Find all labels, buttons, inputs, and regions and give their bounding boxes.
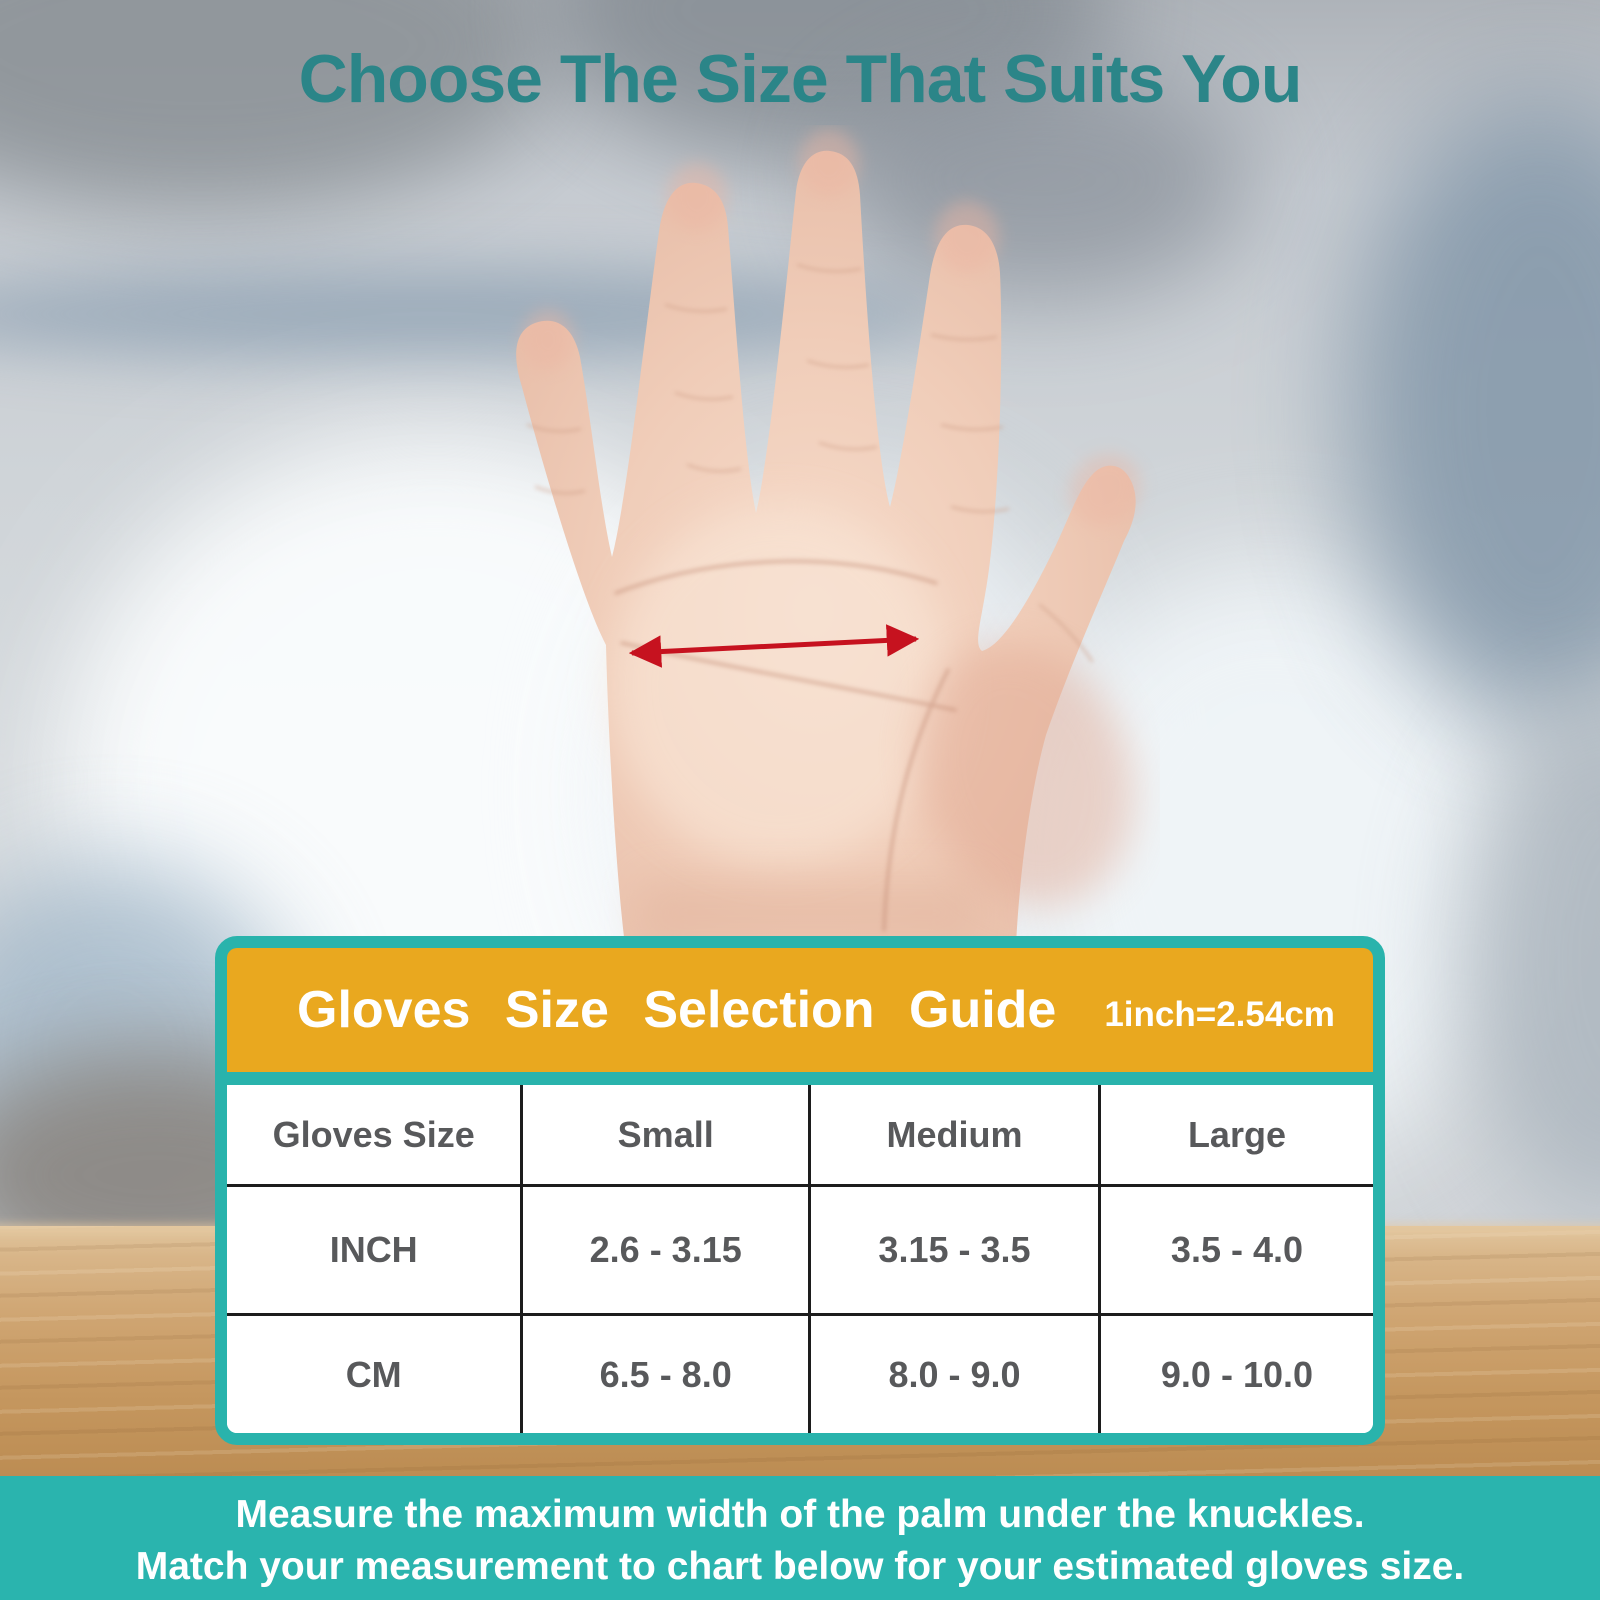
- footer-line-1: Measure the maximum width of the palm un…: [235, 1493, 1365, 1536]
- inch-large: 3.5 - 4.0: [1097, 1184, 1373, 1313]
- cm-large: 9.0 - 10.0: [1097, 1313, 1373, 1433]
- page-title: Choose The Size That Suits You: [298, 41, 1303, 117]
- table-header-title: Gloves Size Selection Guide: [297, 981, 1057, 1039]
- size-selection-table: Gloves Size Selection Guide 1inch=2.54cm…: [215, 936, 1385, 1445]
- footer-line-2: Match your measurement to chart below fo…: [135, 1545, 1465, 1588]
- row-label-cm: CM: [227, 1313, 521, 1433]
- hand-photo: [440, 125, 1160, 945]
- row-label-inch: INCH: [227, 1184, 521, 1313]
- inch-small: 2.6 - 3.15: [520, 1184, 809, 1313]
- col-header-small: Small: [520, 1085, 809, 1184]
- cm-small: 6.5 - 8.0: [520, 1313, 809, 1433]
- inch-medium: 3.15 - 3.5: [808, 1184, 1098, 1313]
- col-header-large: Large: [1097, 1085, 1373, 1184]
- open-palm-illustration: [516, 129, 1141, 945]
- col-header-gloves-size: Gloves Size: [227, 1085, 521, 1184]
- footer-instructions: Measure the maximum width of the palm un…: [0, 1476, 1600, 1600]
- cm-medium: 8.0 - 9.0: [808, 1313, 1098, 1433]
- measure-arrow-icon: [628, 624, 920, 668]
- header-divider-gap: [227, 1072, 1373, 1085]
- size-grid: Gloves Size Small Medium Large INCH 2.6 …: [227, 1085, 1373, 1433]
- col-header-medium: Medium: [808, 1085, 1098, 1184]
- background-blur-blob: [830, 60, 1250, 300]
- unit-conversion-note: 1inch=2.54cm: [1104, 995, 1335, 1034]
- table-header-band: Gloves Size Selection Guide 1inch=2.54cm: [227, 948, 1373, 1072]
